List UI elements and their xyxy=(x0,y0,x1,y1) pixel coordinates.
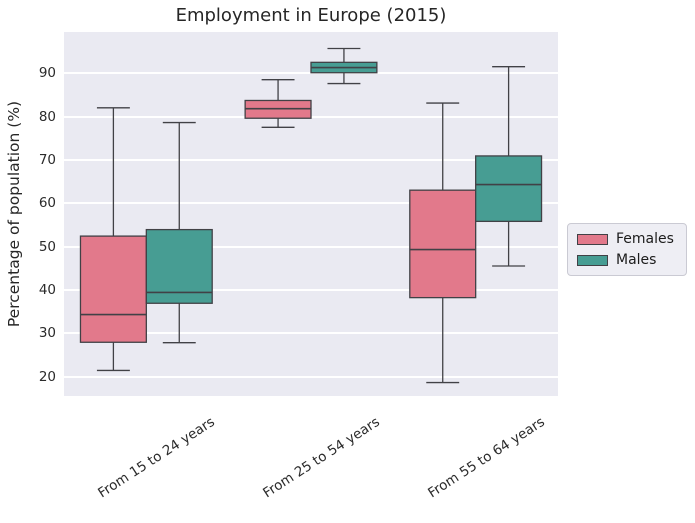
gridline-50 xyxy=(64,245,558,248)
box-males-1 xyxy=(310,47,378,85)
box-females-2 xyxy=(409,102,477,384)
box-females-0 xyxy=(79,107,147,372)
gridline-40 xyxy=(64,288,558,291)
y-tick-label-20: 20 xyxy=(38,368,56,385)
legend-item-females: Females xyxy=(577,231,677,247)
y-tick-label-50: 50 xyxy=(38,238,56,255)
y-tick-label-90: 90 xyxy=(38,65,56,82)
legend-label-females: Females xyxy=(616,231,674,247)
y-tick-label-40: 40 xyxy=(38,281,56,298)
legend-label-males: Males xyxy=(616,252,657,268)
legend-swatch-females xyxy=(577,233,608,245)
box-males-0 xyxy=(145,121,213,344)
gridline-20 xyxy=(64,375,558,378)
y-tick-label-80: 80 xyxy=(38,108,56,125)
y-tick-label-30: 30 xyxy=(38,325,56,342)
box-males-2 xyxy=(475,66,543,267)
y-tick-label-70: 70 xyxy=(38,151,56,168)
x-tick-label-2: From 55 to 64 years xyxy=(424,414,548,502)
boxplot-svg xyxy=(79,47,543,384)
gridline-70 xyxy=(64,158,558,161)
legend-swatch-males xyxy=(577,254,608,266)
legend: Females Males xyxy=(567,223,687,276)
x-tick-label-0: From 15 to 24 years xyxy=(95,414,219,502)
gridline-30 xyxy=(64,332,558,335)
plot-area xyxy=(64,32,558,396)
legend-item-males: Males xyxy=(577,252,677,268)
chart-title: Employment in Europe (2015) xyxy=(175,5,447,26)
y-tick-label-60: 60 xyxy=(38,195,56,212)
x-tick-label-1: From 25 to 54 years xyxy=(260,414,383,502)
gridline-60 xyxy=(64,202,558,205)
box-females-1 xyxy=(244,79,312,128)
